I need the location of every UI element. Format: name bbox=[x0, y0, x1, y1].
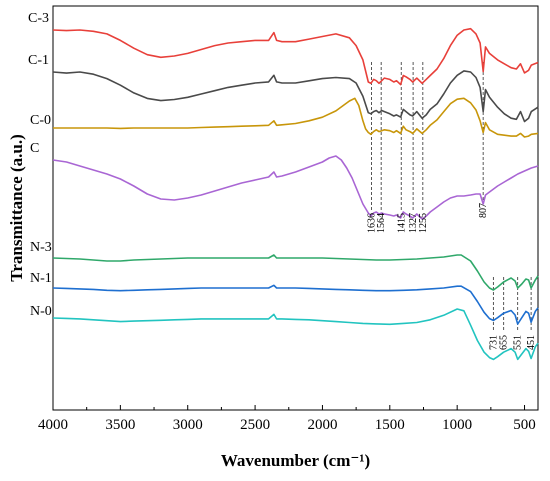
series-line-n-1 bbox=[52, 284, 539, 325]
series-label-n-0: N-0 bbox=[30, 304, 52, 319]
series-line-c-1 bbox=[52, 70, 539, 123]
x-axis-title: Wavenumber (cm⁻¹) bbox=[221, 451, 370, 470]
series-line-n-0 bbox=[52, 308, 539, 361]
x-tick-label: 500 bbox=[513, 417, 536, 433]
series-label-n-3: N-3 bbox=[30, 240, 52, 255]
series-line-c-0 bbox=[53, 97, 539, 138]
peak-label: 731 bbox=[488, 335, 499, 350]
x-tick-label: 3000 bbox=[173, 417, 203, 433]
peak-label: 1255 bbox=[418, 213, 429, 233]
series-label-n-1: N-1 bbox=[30, 271, 52, 286]
x-tick-label: 4000 bbox=[38, 417, 68, 433]
series-label-c-3: C-3 bbox=[28, 11, 49, 26]
series-line-n-3 bbox=[52, 254, 539, 291]
y-axis-title: Transmittance (a.u.) bbox=[7, 134, 26, 281]
series-layer bbox=[52, 27, 539, 361]
peak-label: 1327 bbox=[408, 213, 419, 233]
peak-label: 1636 bbox=[366, 213, 377, 233]
peak-label: 655 bbox=[499, 335, 510, 350]
series-line-c-3 bbox=[52, 27, 539, 86]
x-tick-label: 2500 bbox=[240, 417, 270, 433]
x-tick-label: 1500 bbox=[375, 417, 405, 433]
peak-label: 451 bbox=[526, 335, 537, 350]
peak-label: 807 bbox=[478, 203, 489, 218]
peak-label: 1415 bbox=[396, 213, 407, 233]
series-label-c: C bbox=[30, 141, 39, 156]
x-axis: 4000 3500 3000 2500 2000 1500 1000 500 bbox=[38, 405, 536, 433]
series-line-c bbox=[52, 155, 539, 220]
x-tick-label: 3500 bbox=[105, 417, 135, 433]
plot-frame bbox=[52, 5, 539, 411]
peak-label: 551 bbox=[513, 335, 524, 350]
x-tick-label: 2000 bbox=[307, 417, 337, 433]
x-tick-label: 1000 bbox=[442, 417, 472, 433]
series-label-c-0: C-0 bbox=[30, 113, 51, 128]
series-label-c-1: C-1 bbox=[28, 53, 49, 68]
peak-label: 1564 bbox=[376, 213, 387, 233]
